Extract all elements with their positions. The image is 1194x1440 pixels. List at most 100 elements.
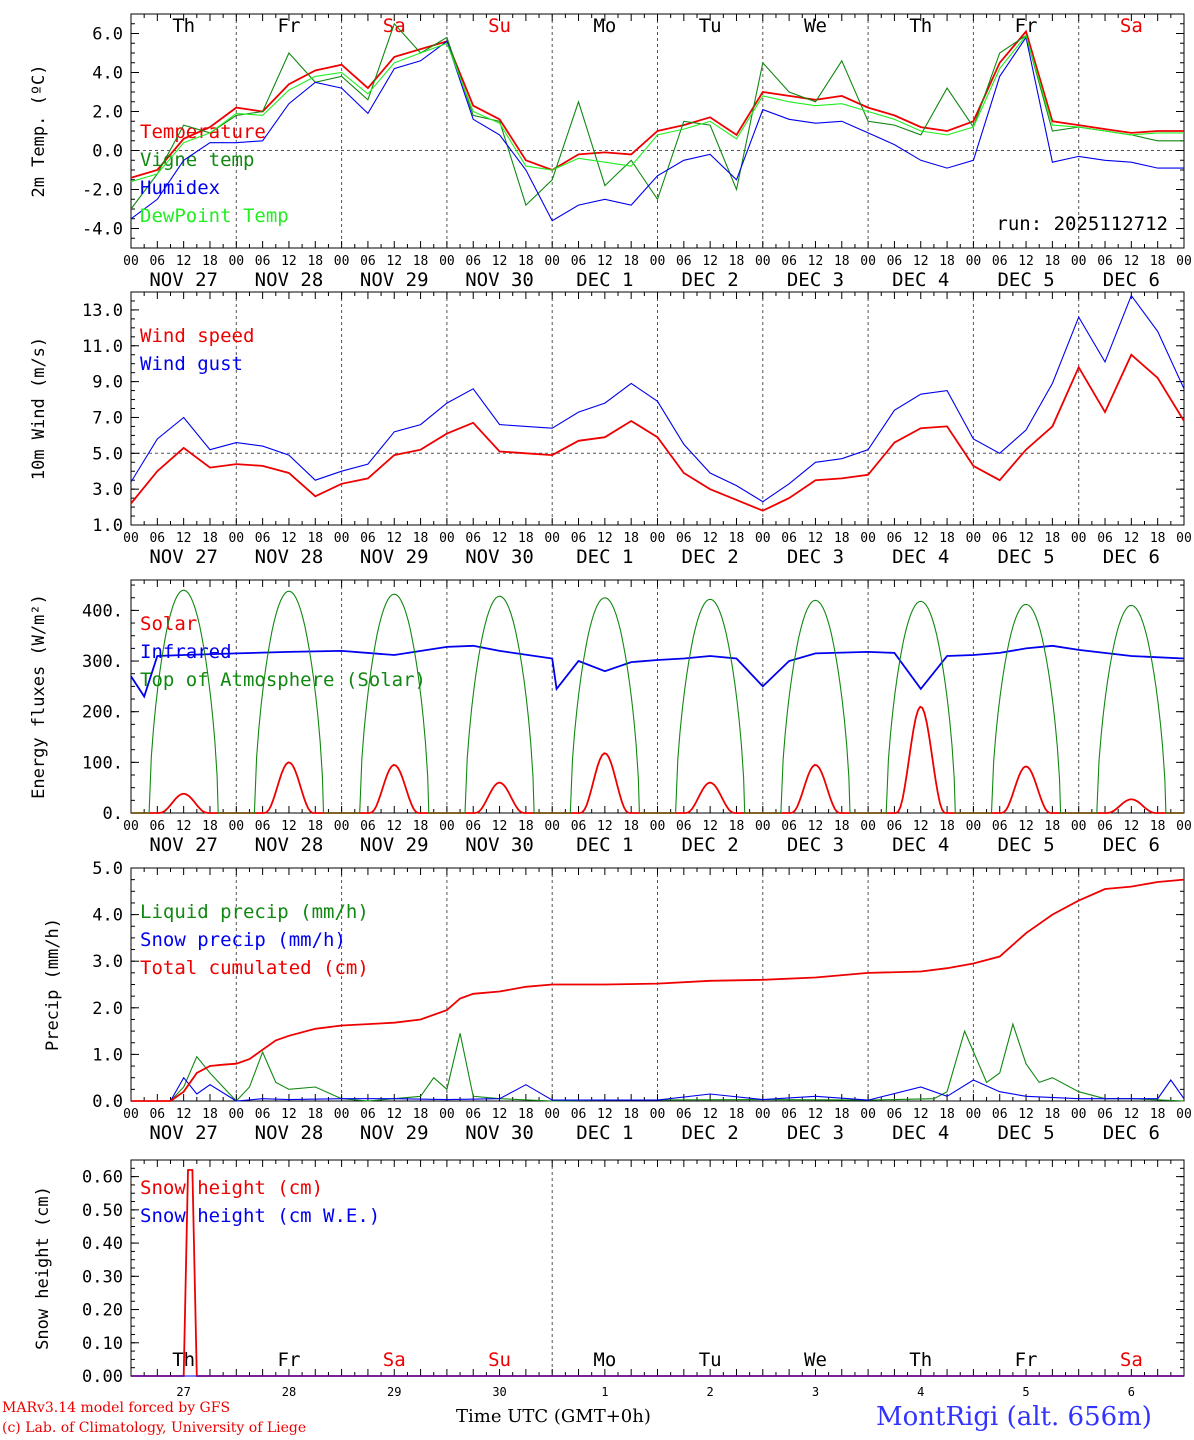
series-line-wind-gust <box>130 294 1185 503</box>
date-label: DEC 5 <box>997 834 1054 856</box>
hour-tick-label: 06 <box>1097 819 1113 834</box>
hour-tick-label: 00 <box>439 1107 455 1122</box>
series-line-top-of-atmosphere-solar <box>131 589 1184 814</box>
legend-entry: Vigne temp <box>140 149 254 171</box>
snow-date-label: 3 <box>812 1385 819 1399</box>
hour-tick-label: 00 <box>439 531 455 546</box>
y-tick-label: 0.00 <box>82 1367 123 1387</box>
y-tick-label: 0.0 <box>92 1092 123 1112</box>
hour-tick-label: 12 <box>1018 254 1034 269</box>
hour-tick-label: 18 <box>729 531 745 546</box>
weekday-label: We <box>804 1349 827 1371</box>
hour-tick-label: 18 <box>834 254 850 269</box>
hour-tick-label: 18 <box>518 819 534 834</box>
hour-tick-label: 00 <box>650 531 666 546</box>
hour-tick-label: 00 <box>334 1107 350 1122</box>
date-label: DEC 3 <box>787 1122 844 1144</box>
hour-tick-label: 12 <box>1018 1107 1034 1122</box>
hour-tick-label: 06 <box>992 531 1008 546</box>
hour-tick-label: 18 <box>413 254 429 269</box>
hour-tick-label: 06 <box>571 254 587 269</box>
hour-tick-label: 00 <box>755 254 771 269</box>
hour-tick-label: 00 <box>1176 1107 1192 1122</box>
weekday-label: Su <box>488 15 511 37</box>
y-tick-label: 0.60 <box>82 1168 123 1188</box>
weekday-label: Sa <box>1120 15 1143 37</box>
series-line-dewpoint-temp <box>130 34 1184 183</box>
y-tick-label: 7.0 <box>92 408 123 428</box>
hour-tick-label: 18 <box>1045 819 1061 834</box>
hour-tick-label: 06 <box>360 1107 376 1122</box>
hour-tick-label: 12 <box>492 819 508 834</box>
hour-tick-label: 06 <box>1097 1107 1113 1122</box>
hour-tick-label: 12 <box>492 531 508 546</box>
y-axis-label: 2m Temp. (ºC) <box>29 64 49 197</box>
hour-tick-label: 06 <box>571 531 587 546</box>
hour-tick-label: 12 <box>702 254 718 269</box>
hour-tick-label: 06 <box>781 1107 797 1122</box>
hour-tick-label: 00 <box>755 531 771 546</box>
hour-tick-label: 12 <box>913 254 929 269</box>
y-tick-label: 9.0 <box>92 373 123 393</box>
hour-tick-label: 18 <box>202 531 218 546</box>
hour-tick-label: 00 <box>544 254 560 269</box>
hour-tick-label: 12 <box>1124 819 1140 834</box>
legend-entry: Infrared <box>140 641 232 663</box>
y-tick-label: 1.0 <box>92 1045 123 1065</box>
hour-tick-label: 06 <box>149 819 165 834</box>
snow-date-label: 4 <box>917 1385 924 1399</box>
hour-tick-label: 18 <box>623 819 639 834</box>
hour-tick-label: 12 <box>1124 1107 1140 1122</box>
y-tick-label: 3.0 <box>92 952 123 972</box>
hour-tick-label: 18 <box>1150 531 1166 546</box>
hour-tick-label: 06 <box>255 1107 271 1122</box>
date-label: NOV 27 <box>149 1122 218 1144</box>
y-tick-label: 0.10 <box>82 1334 123 1354</box>
hour-tick-label: 06 <box>360 531 376 546</box>
snow-date-label: 1 <box>601 1385 608 1399</box>
hour-tick-label: 12 <box>808 531 824 546</box>
hour-tick-label: 18 <box>1150 1107 1166 1122</box>
snow-date-label: 6 <box>1128 1385 1135 1399</box>
legend-entry: Temperature <box>140 121 266 143</box>
date-label: NOV 27 <box>149 546 218 568</box>
y-tick-label: 3.0 <box>92 480 123 500</box>
hour-tick-label: 12 <box>597 1107 613 1122</box>
legend-entry: Humidex <box>140 177 220 199</box>
series-line-total-cumulated-cm <box>131 878 1185 1102</box>
hour-tick-label: 06 <box>465 819 481 834</box>
hour-tick-label: 00 <box>544 531 560 546</box>
date-label: DEC 5 <box>997 269 1054 291</box>
hour-tick-label: 00 <box>334 254 350 269</box>
hour-tick-label: 00 <box>1071 1107 1087 1122</box>
hour-tick-label: 12 <box>702 819 718 834</box>
hour-tick-label: 18 <box>307 1107 323 1122</box>
date-label: NOV 30 <box>465 1122 534 1144</box>
hour-tick-label: 00 <box>966 531 982 546</box>
date-label: DEC 2 <box>682 834 739 856</box>
weekday-label: Sa <box>383 1349 406 1371</box>
date-label: DEC 1 <box>576 546 633 568</box>
hour-tick-label: 12 <box>386 254 402 269</box>
hour-tick-label: 00 <box>228 254 244 269</box>
y-tick-label: 11.0 <box>82 337 123 357</box>
panel-snow: 0.00 0.10 0.20 0.30 0.40 0.50 0.60 Snow height … <box>33 1159 1185 1399</box>
hour-tick-label: 06 <box>1097 254 1113 269</box>
weekday-label: Fr <box>278 1349 301 1371</box>
series-line-temperature <box>130 29 1184 179</box>
hour-tick-label: 18 <box>729 1107 745 1122</box>
date-label: NOV 30 <box>465 269 534 291</box>
snow-date-label: 28 <box>282 1385 296 1399</box>
hour-tick-label: 06 <box>149 531 165 546</box>
hour-tick-label: 00 <box>123 531 139 546</box>
y-tick-label: 2.0 <box>92 999 123 1019</box>
y-tick-label: 200. <box>82 703 123 723</box>
date-label: DEC 5 <box>997 1122 1054 1144</box>
panel-temperature: -4.0 -2.0 0.0 2.0 4.0 6.0 2m Temp. (ºC) 00 06 12 1… <box>29 13 1192 291</box>
hour-tick-label: 12 <box>913 819 929 834</box>
date-label: DEC 3 <box>787 834 844 856</box>
hour-tick-label: 06 <box>360 254 376 269</box>
hour-tick-label: 00 <box>755 819 771 834</box>
hour-tick-label: 00 <box>860 819 876 834</box>
run-annotation: run: 2025112712 <box>996 213 1168 235</box>
